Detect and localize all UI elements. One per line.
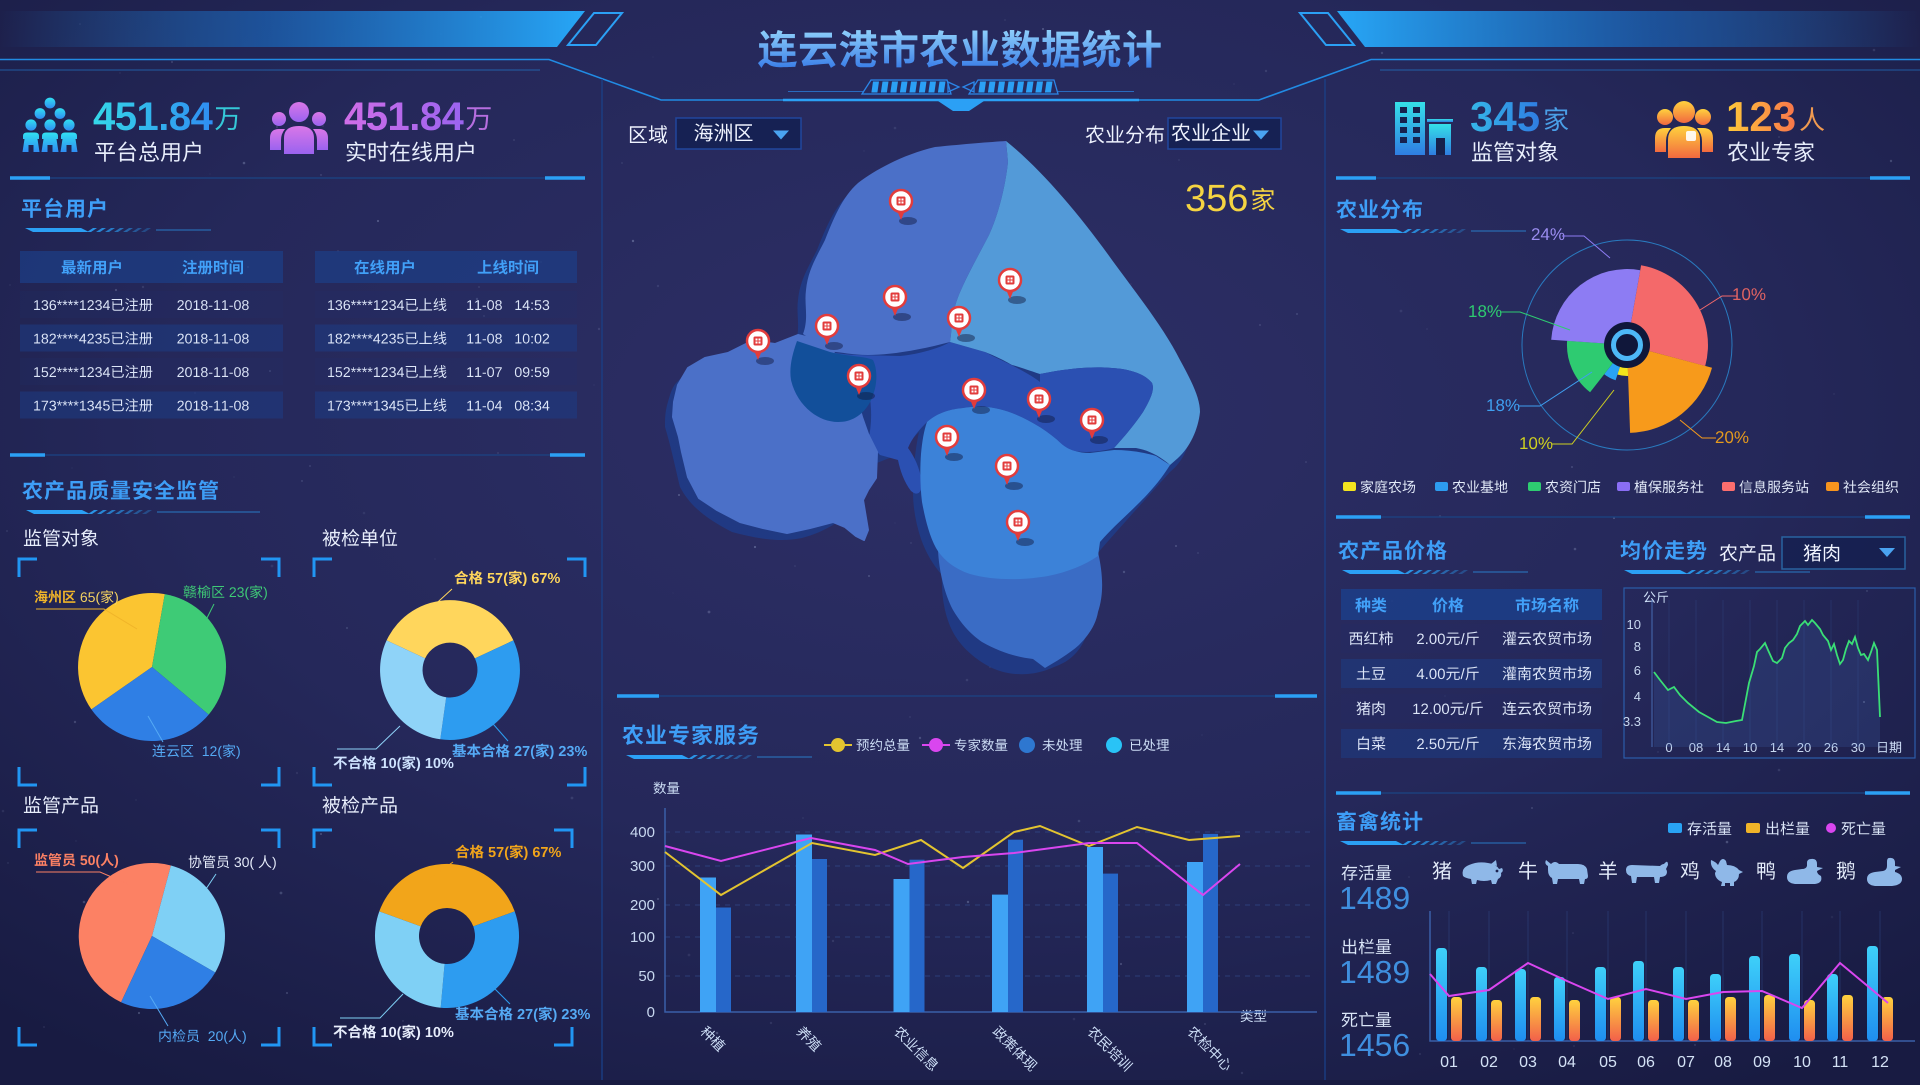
svg-text:300: 300 xyxy=(630,858,655,875)
svg-text:14: 14 xyxy=(1770,740,1784,755)
svg-text:8: 8 xyxy=(1634,639,1641,654)
svg-text:26: 26 xyxy=(1824,740,1838,755)
svg-text:3.3: 3.3 xyxy=(1623,714,1641,729)
svg-text:01: 01 xyxy=(1440,1054,1458,1071)
svg-text:03: 03 xyxy=(1519,1054,1537,1071)
svg-text:11: 11 xyxy=(1832,1054,1849,1071)
svg-text:4: 4 xyxy=(1634,689,1641,704)
svg-text:200: 200 xyxy=(630,897,655,914)
svg-text:0: 0 xyxy=(647,1004,655,1021)
svg-text:6: 6 xyxy=(1634,663,1641,678)
svg-text:07: 07 xyxy=(1677,1054,1695,1071)
svg-text:10: 10 xyxy=(1793,1054,1811,1071)
svg-text:100: 100 xyxy=(630,929,655,946)
svg-text:06: 06 xyxy=(1637,1054,1655,1071)
svg-text:400: 400 xyxy=(630,824,655,841)
svg-text:10: 10 xyxy=(1743,740,1757,755)
svg-text:12: 12 xyxy=(1871,1054,1889,1071)
svg-text:50: 50 xyxy=(638,968,655,985)
svg-text:02: 02 xyxy=(1480,1054,1498,1071)
svg-text:08: 08 xyxy=(1714,1054,1732,1071)
svg-text:0: 0 xyxy=(1665,740,1672,755)
svg-text:05: 05 xyxy=(1599,1054,1617,1071)
svg-text:20: 20 xyxy=(1797,740,1811,755)
svg-text:30: 30 xyxy=(1851,740,1865,755)
svg-text:10: 10 xyxy=(1627,617,1641,632)
svg-text:04: 04 xyxy=(1558,1054,1576,1071)
svg-text:09: 09 xyxy=(1753,1054,1771,1071)
svg-text:08: 08 xyxy=(1689,740,1703,755)
svg-text:14: 14 xyxy=(1716,740,1730,755)
